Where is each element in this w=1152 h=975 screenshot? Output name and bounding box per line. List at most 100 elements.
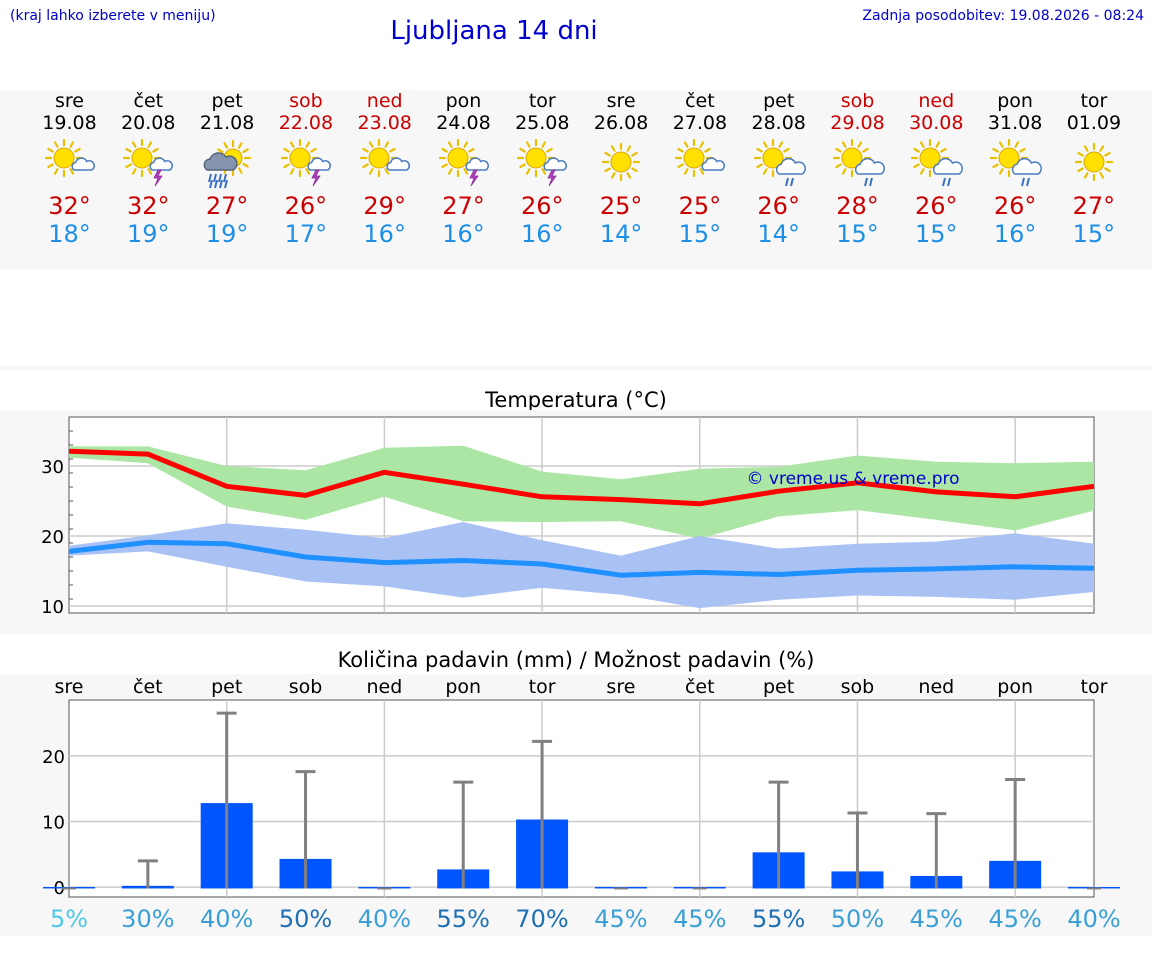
day-date: 24.08 [436,112,491,134]
min-temperature: 16° [363,220,406,248]
day-column: sob 29.08 28° 15° [818,90,897,248]
max-temperature: 26° [284,192,328,220]
day-column: pet 21.08 27° 19° [188,90,267,248]
x-category-label: tor [1081,676,1108,698]
min-temperature: 14° [757,220,800,248]
day-name: pet [211,90,243,112]
sun-icon [1074,142,1113,182]
min-temperature: 18° [48,220,91,248]
x-category-label: pet [211,676,242,698]
min-temperature: 14° [599,220,643,248]
weather-icon-holder [818,136,897,192]
y-tick-label: 30 [41,457,64,478]
day-name: sre [55,90,84,112]
sun-cloud-thunder-icon [123,138,174,187]
sun-cloud-thunder-icon [517,138,568,187]
sun-cloud-icon [44,138,95,178]
min-temperature: 16° [993,220,1037,248]
x-category-label: čet [133,676,163,698]
day-column: ned 30.08 26° 15° [897,90,976,248]
y-tick-label: 20 [42,747,65,768]
day-name: čet [133,90,164,112]
min-temperature-range-band [69,522,1094,609]
sun-icon [601,142,641,182]
day-column: tor 25.08 26° 16° [503,90,582,248]
precipitation-chart: sre čet pet sob ned pon tor sre čet pet sob ned pon t… [42,676,1121,933]
precipitation-probability: 55% [437,905,490,933]
sun-cloud-thunder-icon [438,138,489,187]
day-column: čet 27.08 25° 15° [660,90,739,248]
x-category-label: čet [685,676,715,698]
min-temperature: 19° [205,220,249,248]
day-date: 20.08 [121,112,176,134]
precipitation-probability: 45% [988,905,1041,933]
weather-icon-holder [503,136,582,192]
min-temperature: 15° [1072,220,1116,248]
day-date: 21.08 [199,112,255,134]
precipitation-probability: 45% [673,905,726,933]
page-title: Ljubljana 14 dni [390,16,598,46]
day-column: pon 24.08 27° 16° [424,90,503,248]
day-date: 26.08 [593,112,649,134]
max-temperature-range-band [69,445,1094,539]
day-column: sre 19.08 32° 18° [30,90,109,248]
precipitation-probability: 50% [831,905,884,933]
weather-icon-holder [739,136,818,192]
day-column: čet 20.08 32° 19° [109,90,188,248]
weather-icon-holder [660,136,739,192]
day-date: 23.08 [357,112,412,134]
day-date: 19.08 [42,112,97,134]
y-tick-label: 20 [41,527,64,548]
precipitation-chart-title: Količina padavin (mm) / Možnost padavin … [337,648,815,672]
day-column: sob 22.08 26° 17° [266,90,345,248]
day-name: ned [366,90,403,112]
weather-icon-holder [30,136,109,192]
x-category-label: ned [366,676,402,698]
max-temperature: 32° [48,192,91,220]
precipitation-probability: 40% [358,905,411,933]
min-temperature-line [68,539,1095,578]
day-date: 22.08 [278,112,334,134]
day-date: 27.08 [672,112,728,134]
day-name: ned [918,90,955,112]
day-name: pon [445,90,482,112]
sun-cloud-shower-icon [989,138,1043,187]
day-column: sre 26.08 25° 14° [582,90,661,248]
sun-rain-cloud-icon [203,139,252,189]
forecast-band [0,90,1152,270]
location-hint: (kraj lahko izberete v meniju) [10,8,216,24]
min-temperature: 15° [678,220,722,248]
day-date: 25.08 [515,112,570,134]
sun-cloud-shower-icon [911,138,964,187]
max-temperature: 29° [363,192,406,220]
min-temperature: 15° [915,220,958,248]
weather-icon-holder [109,136,188,192]
last-update: Zadnja posodobitev: 19.08.2026 - 08:24 [862,8,1144,24]
max-temperature: 27° [442,192,485,220]
max-temperature: 26° [993,192,1037,220]
sun-cloud-shower-icon [832,138,885,187]
day-name: tor [528,90,556,112]
y-tick-label: 10 [42,812,65,833]
x-category-label: pet [763,676,794,698]
separator [0,366,1152,370]
day-date: 31.08 [987,112,1043,134]
x-category-label: pon [997,676,1033,698]
max-temperature: 25° [599,192,643,220]
min-temperature: 16° [521,220,564,248]
weather-icon-holder [424,136,503,192]
max-temperature: 27° [205,192,249,220]
precipitation-probability: 50% [279,905,332,933]
daily-forecast: sre 19.08 32° 18° čet 20.08 32° 19° pet 21.08 27° 1… [30,90,1136,270]
weather-icon-holder [188,136,267,192]
weather-icon-holder [266,136,345,192]
x-category-label: sob [289,676,323,698]
min-temperature: 15° [836,220,879,248]
day-name: čet [685,90,715,112]
max-temperature-line [68,448,1095,507]
max-temperature: 25° [678,192,722,220]
day-name: sob [289,90,323,112]
precipitation-probability: 45% [594,905,647,933]
precipitation-probability: 45% [910,905,963,933]
day-date: 30.08 [909,112,964,134]
